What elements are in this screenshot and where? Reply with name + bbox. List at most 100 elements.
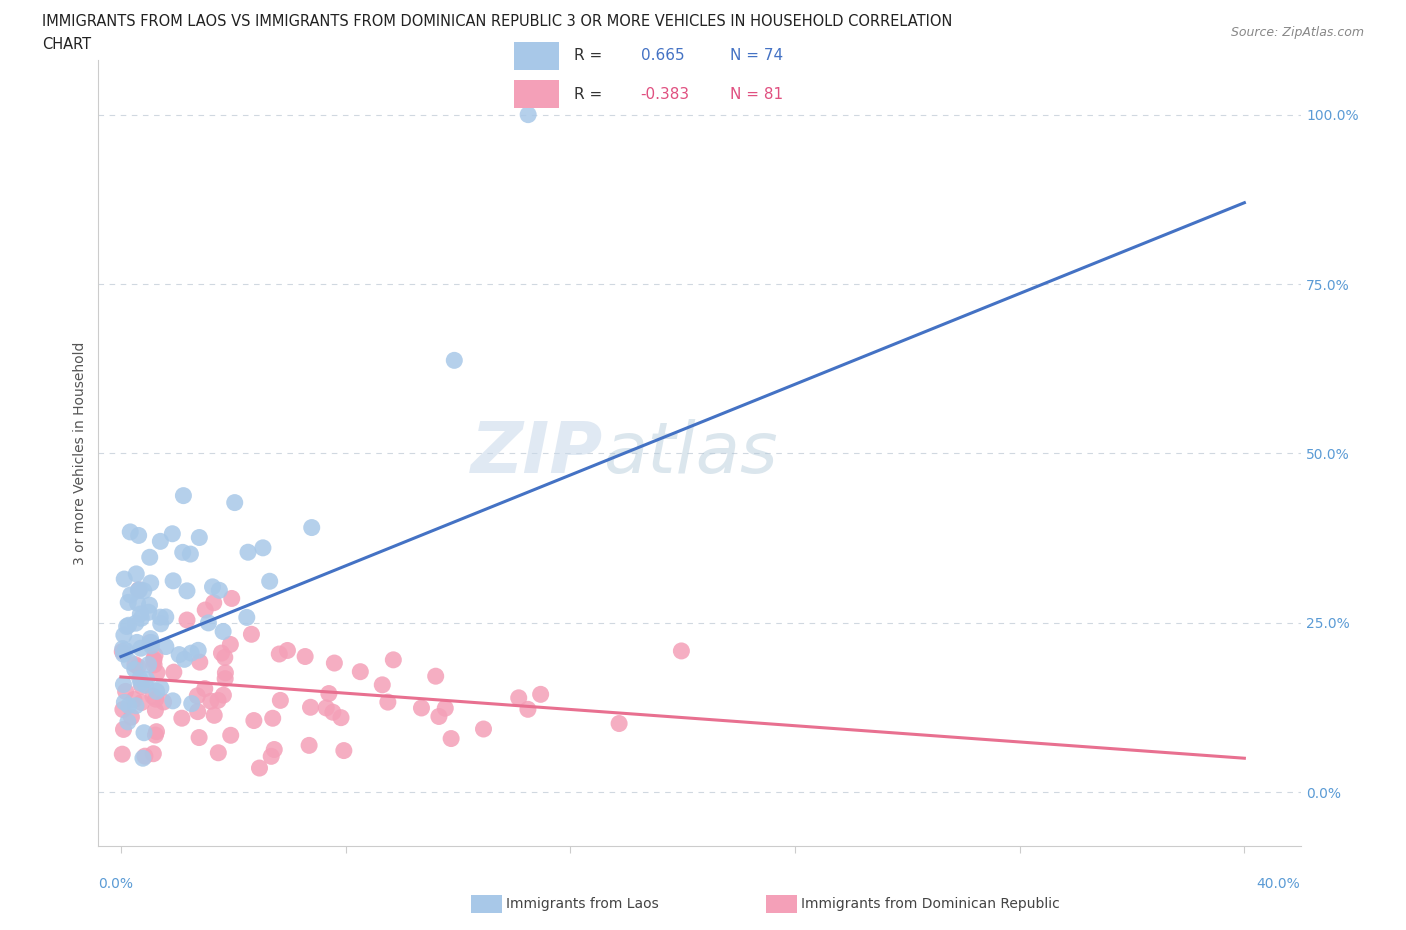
Point <box>188 530 211 545</box>
Point <box>221 591 243 605</box>
Point <box>149 617 172 631</box>
Point <box>112 628 135 643</box>
Point <box>269 693 291 708</box>
Point <box>219 637 242 652</box>
Point <box>260 749 283 764</box>
Point <box>443 352 465 367</box>
Point <box>170 711 193 725</box>
Text: Immigrants from Dominican Republic: Immigrants from Dominican Republic <box>801 897 1060 911</box>
Point <box>249 761 271 776</box>
Point <box>176 613 198 628</box>
Point <box>427 709 450 724</box>
Point <box>179 547 201 562</box>
Bar <box>515 80 558 108</box>
Point <box>129 676 152 691</box>
Point <box>315 700 337 715</box>
Point <box>263 742 285 757</box>
Point <box>149 610 172 625</box>
Point <box>120 588 142 603</box>
Point <box>143 648 166 663</box>
Point <box>131 679 153 694</box>
Point <box>120 525 142 539</box>
Point <box>132 725 155 740</box>
Point <box>508 690 530 705</box>
Point <box>125 616 148 631</box>
Point <box>188 655 211 670</box>
Point <box>120 710 142 724</box>
Point <box>187 643 209 658</box>
Point <box>111 641 134 656</box>
Point <box>135 678 157 693</box>
Point <box>517 107 540 122</box>
Y-axis label: 3 or more Vehicles in Household: 3 or more Vehicles in Household <box>73 341 87 565</box>
Point <box>128 671 150 686</box>
Point <box>122 692 145 707</box>
Point <box>149 534 172 549</box>
Point <box>155 639 177 654</box>
Point <box>112 646 135 661</box>
Point <box>139 576 162 591</box>
Point <box>149 681 172 696</box>
Point <box>114 684 136 698</box>
Point <box>323 656 346 671</box>
Point <box>125 566 148 581</box>
Point <box>207 745 229 760</box>
Point <box>262 711 284 725</box>
Point <box>180 697 202 711</box>
Point <box>145 684 167 698</box>
Point <box>299 700 322 715</box>
Point <box>111 644 134 659</box>
Point <box>194 681 217 696</box>
Point <box>236 545 259 560</box>
Point <box>138 550 160 565</box>
Point <box>201 579 224 594</box>
Point <box>298 737 321 752</box>
Point <box>167 647 190 662</box>
Point <box>243 713 266 728</box>
Point <box>146 665 169 680</box>
Point <box>112 722 135 737</box>
Point <box>114 643 136 658</box>
Point <box>318 686 340 701</box>
Text: R =: R = <box>574 48 607 63</box>
Point <box>128 528 150 543</box>
Point <box>134 749 156 764</box>
Point <box>349 664 371 679</box>
Point <box>135 672 157 687</box>
Point <box>112 677 135 692</box>
Text: ZIP: ZIP <box>471 418 603 488</box>
Point <box>194 603 217 618</box>
Point <box>219 728 242 743</box>
Point <box>411 700 433 715</box>
Point <box>138 658 160 672</box>
Point <box>269 646 291 661</box>
Text: CHART: CHART <box>42 37 91 52</box>
Point <box>377 695 399 710</box>
Point <box>142 746 165 761</box>
Point <box>142 652 165 667</box>
Point <box>129 611 152 626</box>
Text: IMMIGRANTS FROM LAOS VS IMMIGRANTS FROM DOMINICAN REPUBLIC 3 OR MORE VEHICLES IN: IMMIGRANTS FROM LAOS VS IMMIGRANTS FROM … <box>42 14 952 29</box>
Point <box>440 731 463 746</box>
Point <box>187 704 209 719</box>
Point <box>176 583 198 598</box>
Point <box>127 659 149 674</box>
Point <box>200 694 222 709</box>
Point <box>112 695 135 710</box>
Point <box>472 722 495 737</box>
Text: N = 81: N = 81 <box>730 86 783 101</box>
Point <box>208 583 231 598</box>
Point <box>127 583 149 598</box>
Point <box>162 694 184 709</box>
Text: Source: ZipAtlas.com: Source: ZipAtlas.com <box>1230 26 1364 39</box>
Point <box>139 635 162 650</box>
Point <box>129 606 152 621</box>
Point <box>138 598 160 613</box>
Point <box>145 724 167 739</box>
Point <box>128 582 150 597</box>
Point <box>186 688 208 703</box>
Point <box>117 595 139 610</box>
Point <box>425 669 447 684</box>
Point <box>259 574 281 589</box>
Point <box>172 545 194 560</box>
